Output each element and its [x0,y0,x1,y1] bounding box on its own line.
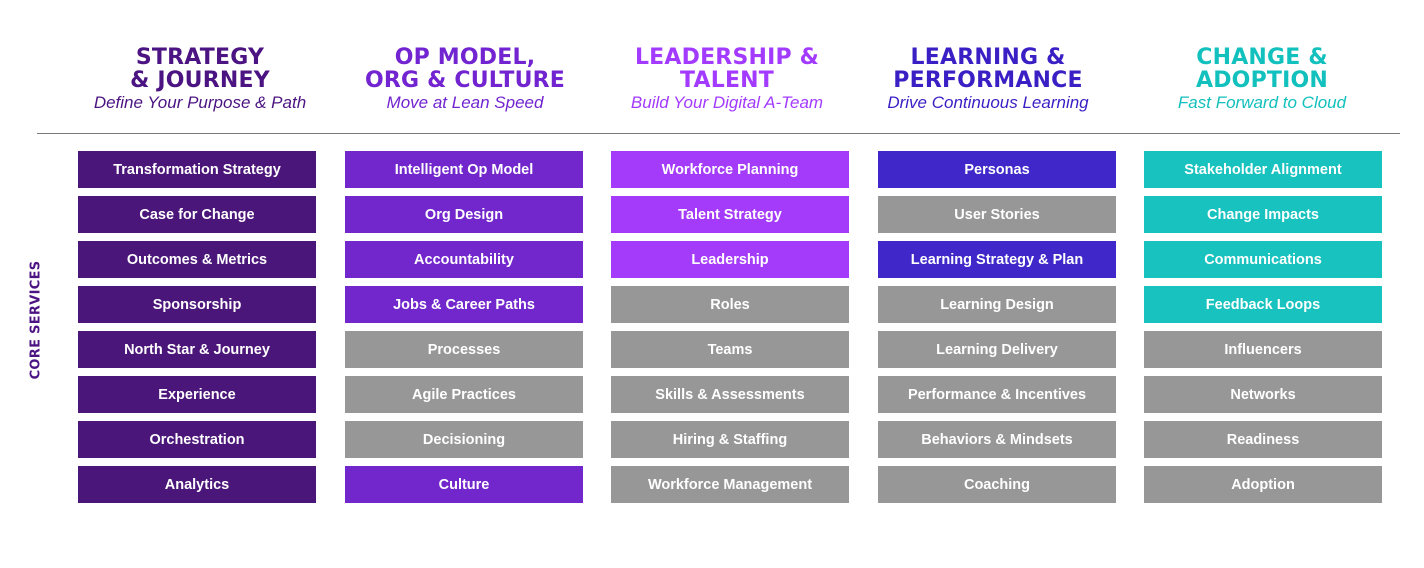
service-tile-intelligent-op-model: Intelligent Op Model [345,151,583,188]
column-title: STRATEGY & JOURNEY [130,45,270,93]
column-title: LEARNING & PERFORMANCE [893,45,1083,93]
service-tile-learning-delivery: Learning Delivery [878,331,1116,368]
service-tile-learning-strategy-and-plan: Learning Strategy & Plan [878,241,1116,278]
column-title: CHANGE & ADOPTION [1195,45,1329,93]
column-header-op-model: OP MODEL, ORG & CULTURE Move at Lean Spee… [325,46,605,114]
service-tile-coaching: Coaching [878,466,1116,503]
service-tile-change-impacts: Change Impacts [1144,196,1382,233]
service-tile-hiring-and-staffing: Hiring & Staffing [611,421,849,458]
service-tile-accountability: Accountability [345,241,583,278]
service-tile-north-star-and-journey: North Star & Journey [78,331,316,368]
column-title: OP MODEL, ORG & CULTURE [364,45,566,93]
service-tile-sponsorship: Sponsorship [78,286,316,323]
service-tile-analytics: Analytics [78,466,316,503]
service-tile-readiness: Readiness [1144,421,1382,458]
service-tile-personas: Personas [878,151,1116,188]
service-tile-performance-and-incentives: Performance & Incentives [878,376,1116,413]
service-tile-talent-strategy: Talent Strategy [611,196,849,233]
column-title: LEADERSHIP & TALENT [634,45,820,93]
service-tile-networks: Networks [1144,376,1382,413]
service-tile-workforce-planning: Workforce Planning [611,151,849,188]
service-tile-transformation-strategy: Transformation Strategy [78,151,316,188]
service-tile-case-for-change: Case for Change [78,196,316,233]
service-tile-agile-practices: Agile Practices [345,376,583,413]
column-header-leadership-and: LEADERSHIP & TALENT Build Your Digital A-… [587,46,867,114]
core-services-label: CORE SERVICES [28,260,44,380]
service-tile-culture: Culture [345,466,583,503]
service-tile-workforce-management: Workforce Management [611,466,849,503]
service-tile-adoption: Adoption [1144,466,1382,503]
service-tile-jobs-and-career-paths: Jobs & Career Paths [345,286,583,323]
service-tile-orchestration: Orchestration [78,421,316,458]
service-tile-org-design: Org Design [345,196,583,233]
column-header-strategy: STRATEGY & JOURNEY Define Your Purpose & … [60,46,340,114]
service-tile-feedback-loops: Feedback Loops [1144,286,1382,323]
service-tile-user-stories: User Stories [878,196,1116,233]
column-subtitle: Fast Forward to Cloud [1177,93,1347,112]
column-header-learning-and: LEARNING & PERFORMANCE Drive Continuous L… [848,46,1128,114]
service-tile-processes: Processes [345,331,583,368]
header-divider [37,133,1400,134]
service-tile-teams: Teams [611,331,849,368]
service-tile-outcomes-and-metrics: Outcomes & Metrics [78,241,316,278]
service-tile-communications: Communications [1144,241,1382,278]
column-header-change-and: CHANGE & ADOPTION Fast Forward to Cloud [1122,46,1402,114]
service-tile-learning-design: Learning Design [878,286,1116,323]
service-tile-roles: Roles [611,286,849,323]
service-tile-influencers: Influencers [1144,331,1382,368]
service-tile-leadership: Leadership [611,241,849,278]
service-tile-experience: Experience [78,376,316,413]
column-subtitle: Move at Lean Speed [386,93,544,112]
column-subtitle: Build Your Digital A-Team [630,93,824,112]
service-tile-behaviors-and-mindsets: Behaviors & Mindsets [878,421,1116,458]
column-subtitle: Drive Continuous Learning [887,93,1089,112]
column-subtitle: Define Your Purpose & Path [93,93,307,112]
service-tile-decisioning: Decisioning [345,421,583,458]
service-tile-stakeholder-alignment: Stakeholder Alignment [1144,151,1382,188]
service-tile-skills-and-assessments: Skills & Assessments [611,376,849,413]
